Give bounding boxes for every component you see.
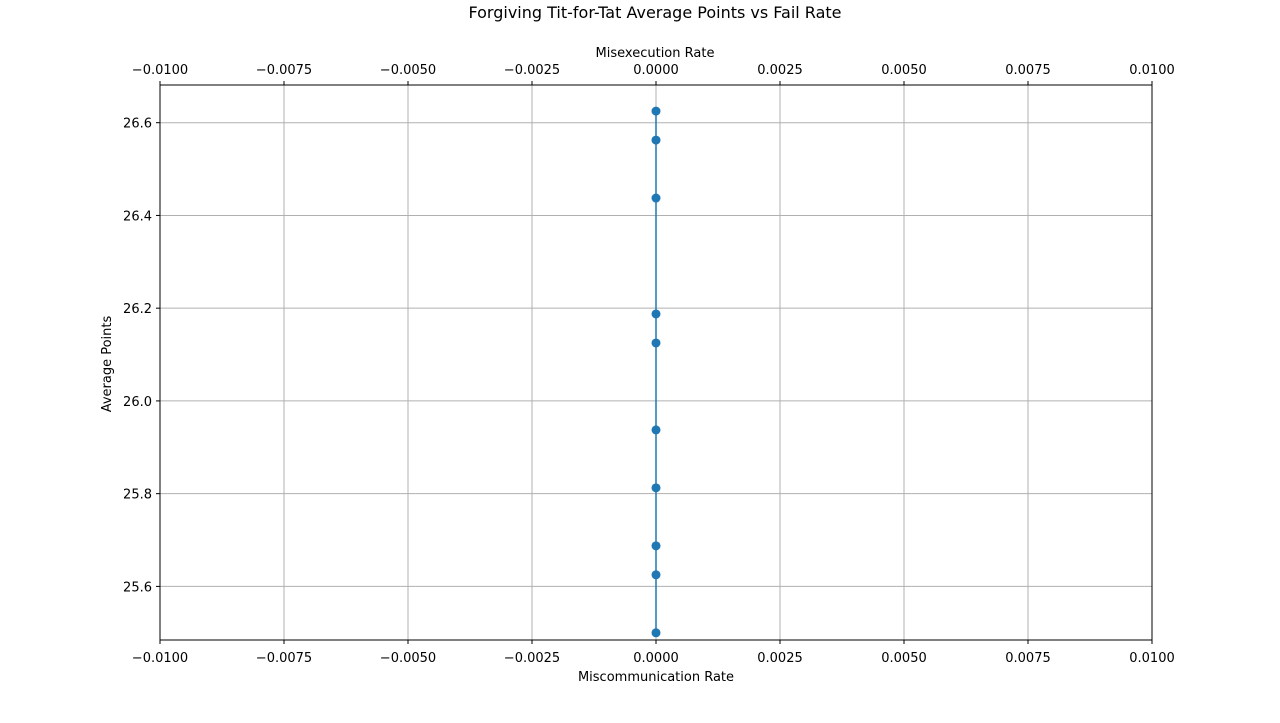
y-tick-label: 26.2 <box>123 302 152 317</box>
data-point <box>651 570 661 580</box>
top-x-tick-label: 0.0075 <box>1005 63 1051 78</box>
data-point <box>651 135 661 145</box>
top-x-tick-label: 0.0000 <box>633 63 679 78</box>
ticks: −0.0100 −0.0100 −0.0075 −0.0075 −0.0050 −0.00… <box>123 63 1175 666</box>
x-axis-label: Miscommunication Rate <box>578 670 734 685</box>
data-point <box>651 483 661 493</box>
top-x-tick-label: 0.0050 <box>881 63 927 78</box>
top-x-tick-label: −0.0025 <box>504 63 560 78</box>
series-layer <box>651 106 661 638</box>
data-point <box>651 425 661 435</box>
x-tick-label: 0.0100 <box>1129 651 1175 666</box>
x-tick-label: −0.0025 <box>504 651 560 666</box>
data-point <box>651 338 661 348</box>
x-tick-label: 0.0000 <box>633 651 679 666</box>
x-tick-label: 0.0025 <box>757 651 803 666</box>
x-tick-label: −0.0075 <box>256 651 312 666</box>
x-tick-label: 0.0050 <box>881 651 927 666</box>
y-tick-label: 26.0 <box>123 395 152 410</box>
y-axis-label: Average Points <box>100 315 115 412</box>
top-x-tick-label: −0.0075 <box>256 63 312 78</box>
top-x-tick-label: −0.0100 <box>132 63 188 78</box>
x-tick-label: −0.0100 <box>132 651 188 666</box>
top-x-tick-label: −0.0050 <box>380 63 436 78</box>
data-point <box>651 541 661 551</box>
top-x-tick-label: 0.0025 <box>757 63 803 78</box>
data-point <box>651 193 661 203</box>
y-tick-label: 26.4 <box>123 209 152 224</box>
y-tick-label: 26.6 <box>123 117 152 132</box>
top-axis-label: Misexecution Rate <box>596 46 715 61</box>
y-tick-label: 25.8 <box>123 488 152 503</box>
top-x-tick-label: 0.0100 <box>1129 63 1175 78</box>
data-point <box>651 309 661 319</box>
data-point <box>651 628 661 638</box>
chart-title: Forgiving Tit-for-Tat Average Points vs … <box>469 3 842 22</box>
x-tick-label: 0.0075 <box>1005 651 1051 666</box>
x-tick-label: −0.0050 <box>380 651 436 666</box>
y-tick-label: 25.6 <box>123 580 152 595</box>
data-point <box>651 106 661 116</box>
